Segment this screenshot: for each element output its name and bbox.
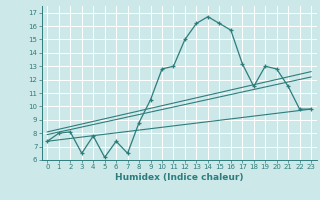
X-axis label: Humidex (Indice chaleur): Humidex (Indice chaleur) xyxy=(115,173,244,182)
